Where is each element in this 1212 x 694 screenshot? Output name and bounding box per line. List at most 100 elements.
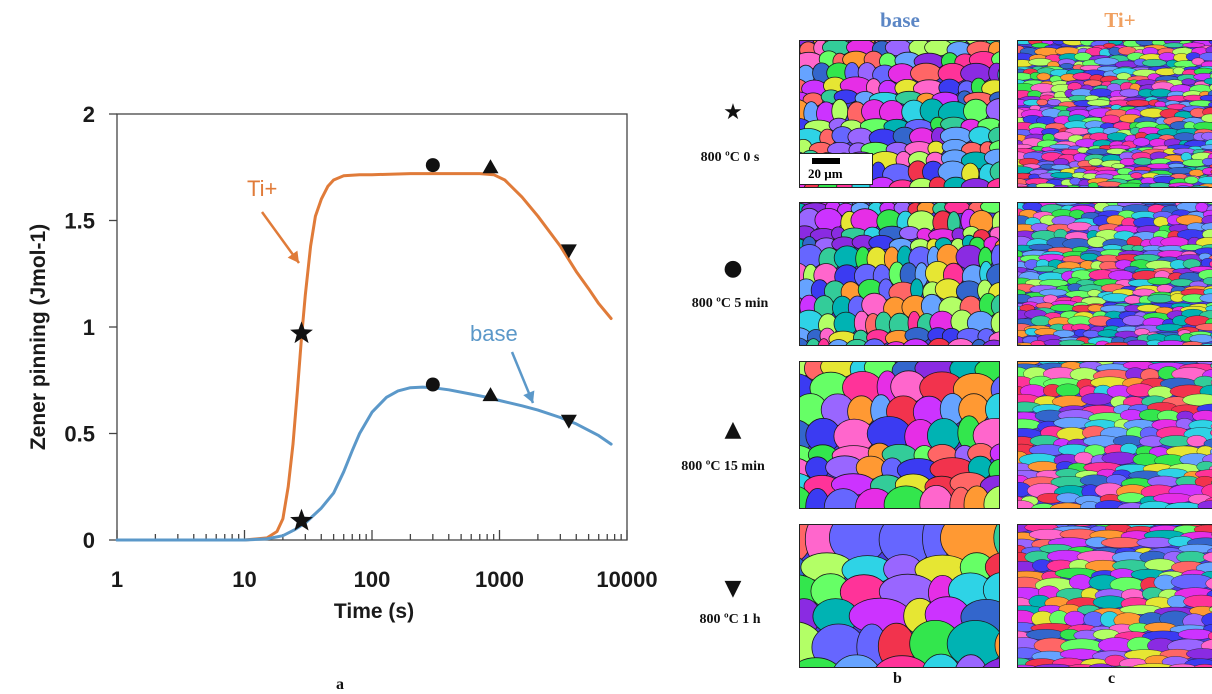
grain: [955, 654, 987, 667]
grain: [1141, 58, 1167, 67]
grain: [806, 338, 821, 345]
y-tick-label: 0: [83, 528, 95, 553]
grain: [1133, 157, 1153, 166]
series-label-ti: Ti+: [247, 176, 277, 201]
grain: [903, 338, 929, 345]
marker-circle: [425, 377, 440, 392]
grain-map-graphic: [800, 203, 999, 345]
ebsd-map-ti-1h: [1017, 524, 1212, 668]
grain: [1168, 663, 1197, 667]
grain: [863, 338, 886, 345]
grain: [947, 338, 975, 345]
grain: [800, 337, 810, 345]
grain: [989, 443, 999, 464]
grain: [971, 338, 987, 345]
grain: [1069, 574, 1093, 590]
panel-label-c: c: [1108, 670, 1116, 687]
grain: [1178, 628, 1212, 640]
grain-map-graphic: [1018, 41, 1212, 187]
grain: [1163, 42, 1185, 48]
series-label-base: base: [470, 321, 518, 346]
grain: [1140, 203, 1158, 205]
panel-label-b: b: [893, 670, 902, 687]
grain: [1205, 45, 1212, 55]
grain: [833, 654, 879, 667]
grain: [989, 161, 999, 183]
grain: [1018, 664, 1038, 667]
grain: [997, 68, 999, 81]
grain: [1202, 551, 1212, 563]
grain: [1184, 176, 1199, 185]
marker-circle: [425, 158, 440, 173]
arrow-base-head: [523, 390, 535, 403]
grain: [1208, 41, 1212, 45]
grain: [1060, 63, 1074, 70]
marker-triangle-up: [482, 159, 499, 174]
grain: [1158, 52, 1177, 62]
grain: [1080, 253, 1099, 261]
grain: [1107, 186, 1121, 187]
grain: [1126, 339, 1149, 345]
grain: [1201, 612, 1212, 628]
grain: [1064, 610, 1086, 627]
y-axis-title: Zener pinning (Jmol-1): [27, 224, 50, 450]
row-marker-triangle-down: ▼: [724, 576, 742, 601]
panel-label-a: a: [336, 676, 344, 693]
grain: [1182, 42, 1205, 48]
grain-map-graphic: [1018, 203, 1212, 345]
grain: [1209, 73, 1212, 79]
grain: [1205, 305, 1212, 313]
grain: [1199, 343, 1212, 345]
grain: [817, 338, 830, 345]
grain: [1148, 182, 1172, 187]
grain: [1082, 329, 1100, 338]
scale-bar-line: [812, 158, 840, 164]
grain: [982, 658, 999, 667]
grain: [1035, 182, 1056, 187]
column-header-base: base: [880, 8, 920, 32]
row-label-15min: 800 ºC 15 min: [681, 459, 765, 474]
grain-map-graphic: [1018, 525, 1212, 667]
grain: [994, 632, 999, 658]
grain: [1197, 500, 1212, 508]
y-tick-label: 1.5: [64, 209, 95, 234]
grain: [845, 339, 869, 345]
grain: [1209, 164, 1212, 168]
grain: [1191, 185, 1210, 187]
grain: [1130, 172, 1143, 179]
grain: [875, 655, 929, 667]
grain: [1132, 663, 1175, 667]
grain: [1100, 114, 1121, 124]
grain: [1195, 203, 1209, 213]
grain: [1205, 577, 1212, 590]
grain: [1050, 164, 1071, 170]
grain: [983, 485, 999, 508]
grain: [1055, 383, 1081, 397]
grain: [1153, 203, 1178, 205]
chart-a: 1 10 100 1000 10000 0 0.5 1 1.5 2 Time (s) Zener pi…: [27, 102, 658, 623]
grain: [1199, 293, 1212, 303]
grain: [1081, 392, 1113, 406]
grain: [1049, 143, 1071, 150]
x-tick-label: 100: [354, 567, 391, 592]
grain: [1208, 606, 1212, 613]
grain: [1036, 98, 1048, 106]
grain: [982, 339, 999, 345]
grain: [1202, 277, 1212, 285]
row-marker-triangle-up: ▲: [724, 417, 742, 442]
grain: [1165, 502, 1204, 508]
marker-star: [290, 321, 313, 344]
grain: [1036, 72, 1051, 81]
y-tick-label: 0.5: [64, 422, 95, 447]
grain: [1058, 339, 1086, 345]
grain: [1050, 171, 1075, 179]
row-label-5min: 800 ºC 5 min: [691, 296, 769, 311]
grain: [1209, 84, 1212, 91]
grain: [800, 657, 840, 667]
plot-area-frame: [116, 113, 628, 541]
grain: [1147, 277, 1172, 285]
grain: [1112, 666, 1134, 667]
grain: [982, 572, 999, 608]
grain: [1208, 631, 1212, 641]
grain: [1052, 41, 1066, 45]
